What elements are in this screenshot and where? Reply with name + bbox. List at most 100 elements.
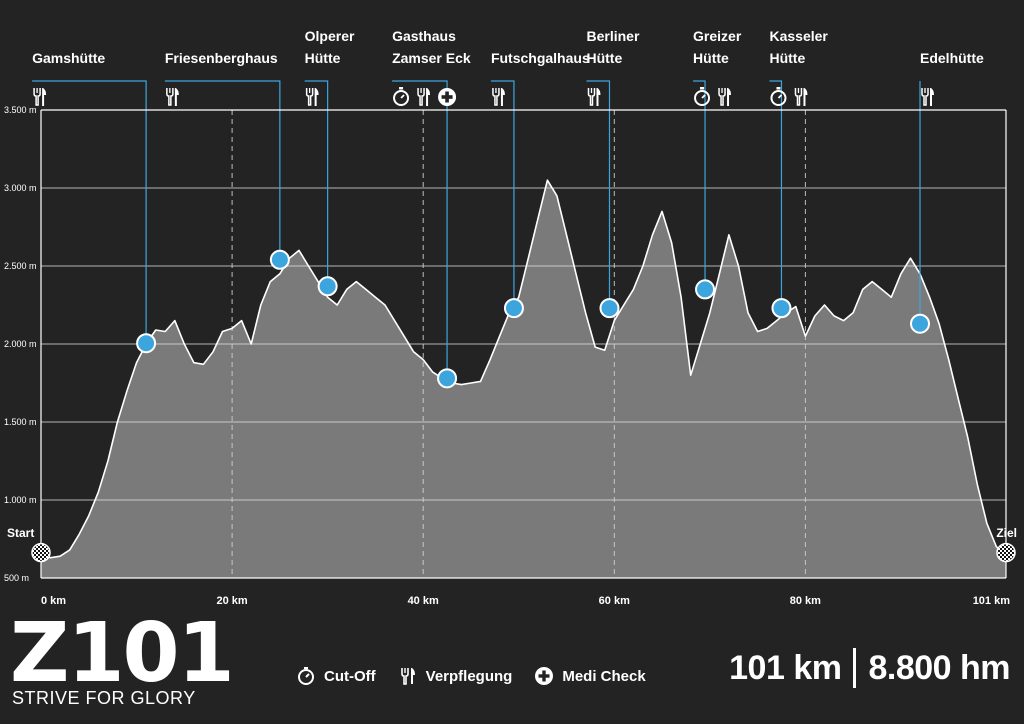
total-distance: 101 km (729, 648, 842, 687)
y-tick-label: 2.500 m (4, 261, 37, 271)
y-tick-label: 3.000 m (4, 183, 37, 193)
stopwatch-icon (694, 90, 711, 106)
y-tick-label: 500 m (4, 573, 29, 583)
stopwatch-icon (298, 667, 314, 685)
station-connector (769, 80, 783, 309)
knife-icon (803, 88, 808, 106)
fork-icon (794, 88, 803, 106)
legend-item-food: Verpflegung (398, 666, 513, 686)
y-tick-label: 2.000 m (4, 339, 37, 349)
station-dot (695, 279, 716, 300)
station-markers: Gamshütte Friesenberghaus Olperer Hütte Gast… (32, 28, 984, 389)
stopwatch-icon-hand (777, 94, 783, 99)
station-name: Berliner (586, 28, 639, 44)
station-dot (771, 298, 792, 319)
finish-flag-icon (996, 542, 1016, 563)
legend-item-medic: Medi Check (534, 666, 646, 686)
station-name: Futschgalhaus (491, 50, 590, 66)
medical-cross-horizontal (441, 95, 453, 99)
station-connector (392, 80, 448, 379)
station-name: Gamshütte (32, 50, 105, 66)
logo-tagline: STRIVE FOR GLORY (12, 688, 196, 708)
station-dot (317, 276, 338, 297)
station-marker: Futschgalhaus (491, 50, 590, 319)
station-name: Kasseler (769, 28, 828, 44)
station-connector (304, 80, 329, 287)
start-finish-markers: Start Ziel (7, 526, 1017, 563)
race-summary: 101 km 8.800 hm (729, 648, 1010, 688)
y-tick-label: 1.000 m (4, 495, 37, 505)
stopwatch-icon-hand (400, 94, 405, 99)
legend-label-medic: Medi Check (562, 667, 646, 685)
logo-mark: Z101 (10, 606, 235, 701)
knife-icon (930, 88, 935, 106)
station-name: Hütte (769, 50, 805, 66)
station-name: Hütte (693, 50, 729, 66)
legend-label-food: Verpflegung (425, 667, 513, 685)
fork-knife-icon (400, 668, 415, 685)
z101-logo: Z101 STRIVE FOR GLORY (10, 606, 255, 715)
station-marker: Olperer Hütte (304, 28, 355, 297)
start-label: Start (7, 526, 34, 540)
station-dot (910, 313, 931, 334)
fork-icon (492, 88, 500, 106)
y-tick-label: 1.500 m (4, 417, 37, 427)
summary-divider (853, 648, 857, 688)
station-dot (269, 249, 290, 270)
knife-icon (314, 88, 319, 106)
x-tick-label: 60 km (599, 595, 630, 607)
elevation-profile-chart: Gamshütte Friesenberghaus Olperer Hütte Gast… (4, 28, 1017, 607)
station-name: Olperer (305, 28, 355, 44)
stopwatch-icon-hand (701, 94, 706, 99)
stopwatch-icon-crown (700, 87, 705, 90)
station-marker: Berliner Hütte (586, 28, 640, 319)
total-elevation-gain: 8.800 hm (868, 648, 1010, 687)
fork-icon (417, 88, 425, 106)
station-name: Edelhütte (920, 50, 984, 66)
fork-icon (33, 88, 41, 106)
station-marker: Edelhütte (910, 50, 984, 334)
station-marker: Friesenberghaus (164, 50, 290, 270)
station-connector (693, 80, 706, 290)
knife-icon (596, 88, 601, 106)
fork-icon (305, 88, 314, 106)
station-dot (437, 368, 458, 389)
fork-icon (921, 88, 929, 106)
station-connector (586, 80, 611, 309)
x-tick-label: 40 km (408, 595, 439, 607)
finish-label: Ziel (996, 526, 1017, 540)
legend: Cut-Off Verpflegung Medi Check (296, 662, 646, 690)
stopwatch-icon (393, 90, 410, 106)
stopwatch-icon-crown (399, 87, 404, 90)
station-name: Hütte (586, 50, 622, 66)
station-name: Zamser Eck (392, 50, 471, 66)
station-marker: Kasseler Hütte (769, 28, 828, 319)
station-name: Friesenberghaus (165, 50, 278, 66)
start-flag-icon (31, 542, 51, 563)
knife-icon (500, 88, 505, 106)
fork-icon (718, 88, 726, 106)
station-name: Gasthaus (392, 28, 456, 44)
station-name: Greizer (693, 28, 742, 44)
station-dot (136, 333, 157, 354)
knife-icon (727, 88, 732, 106)
station-connector (32, 80, 147, 344)
knife-icon (42, 88, 47, 106)
station-marker: Gasthaus Zamser Eck (392, 28, 471, 389)
medical-cross-icon (535, 667, 554, 685)
x-tick-label: 101 km (973, 595, 1011, 607)
legend-item-cutoff: Cut-Off (296, 666, 376, 686)
station-marker: Greizer Hütte (693, 28, 742, 300)
fork-icon (587, 88, 596, 106)
x-tick-label: 80 km (790, 595, 821, 607)
knife-icon (426, 88, 431, 106)
station-dot (503, 298, 524, 319)
stopwatch-icon-crown (776, 87, 781, 90)
elevation-line (40, 179, 1007, 559)
elevation-area (41, 180, 1006, 578)
x-tick-label: 0 km (41, 595, 66, 607)
fork-icon (166, 88, 174, 106)
station-marker: Gamshütte (32, 50, 157, 354)
legend-label-cutoff: Cut-Off (324, 667, 376, 685)
station-connector (164, 80, 281, 260)
